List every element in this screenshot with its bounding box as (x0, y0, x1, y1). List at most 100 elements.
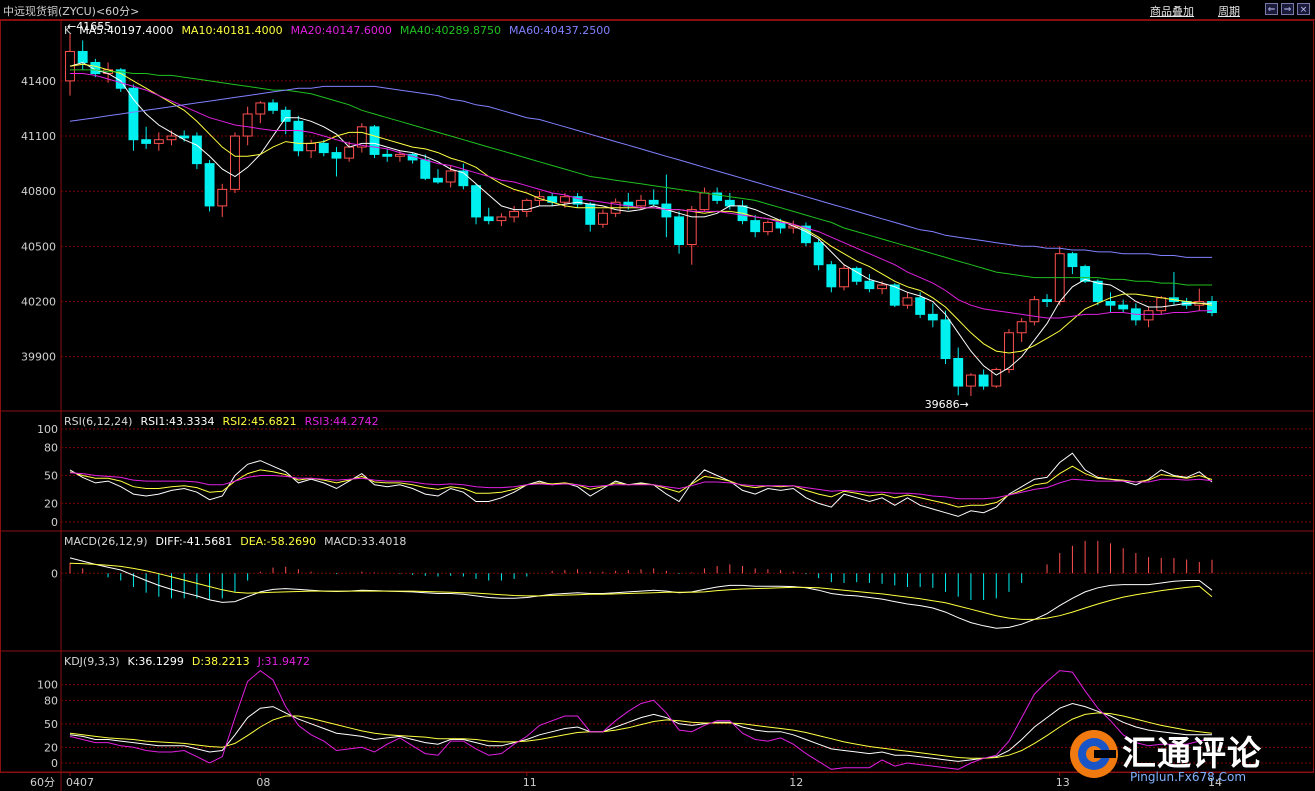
candle-body (1004, 332, 1014, 371)
rsi-panel-tick-label: 20 (44, 497, 58, 510)
rsi-line-rsi1 (69, 452, 1213, 517)
candle-body (762, 221, 773, 233)
chart-title: 中远现货铜(ZYCU)<60分> (3, 5, 140, 18)
candle-body (940, 319, 951, 359)
rsi-panel-tick-label: 0 (51, 516, 58, 529)
candle-body (1118, 304, 1129, 310)
candle-body (115, 69, 126, 89)
prev-button[interactable]: ⇐ (1265, 3, 1278, 15)
kdj-panel-tick-label: 0 (51, 757, 58, 770)
candle-body (141, 139, 152, 144)
x-tick-label: 11 (523, 776, 537, 789)
close-button[interactable]: × (1297, 3, 1310, 15)
macd-panel-legend-item: DIFF:-41.5681 (156, 535, 233, 548)
candle-body (1092, 280, 1103, 303)
chart-area[interactable]: 41400 41100 40800 40500 40200 39900 ←41655 3968… (0, 20, 1315, 791)
rsi-line-rsi2 (69, 465, 1213, 508)
kdj-panel-tick-label: 20 (44, 741, 58, 754)
candle-body (483, 216, 494, 222)
kdj-panel-legend-item: D:38.2213 (192, 655, 250, 668)
candle-body (255, 102, 266, 115)
title-bar: 中远现货铜(ZYCU)<60分> 商品叠加 周期 ⇐ ⇒ × (0, 0, 1315, 20)
candle-body (217, 188, 228, 207)
candle-body (978, 374, 989, 387)
x-tick-label: 13 (1056, 776, 1070, 789)
kdj-panel-legend-item: J:31.9472 (257, 655, 310, 668)
kdj-line-k (69, 702, 1212, 762)
candle-body (433, 177, 443, 183)
rsi-panel-tick-label: 80 (44, 442, 58, 455)
candle-body (648, 199, 659, 205)
candle-body (839, 267, 849, 288)
candle-body (927, 313, 938, 321)
candle-body (750, 220, 761, 233)
watermark-logo-icon (1070, 730, 1118, 778)
candle-body (585, 203, 596, 225)
ma-line-ma5 (69, 61, 1212, 376)
candle-body (521, 199, 532, 212)
price-panel-legend-item: MA40:40289.8750 (400, 24, 501, 37)
price-tick-label: 40200 (21, 296, 56, 309)
price-tick-label: 40800 (21, 185, 56, 198)
candle-body (471, 185, 481, 218)
kdj-panel-tick-label: 100 (37, 679, 58, 692)
price-panel-legend-item: MA60:40437.2500 (509, 24, 610, 37)
kdj-panel-legend-item: K:36.1299 (128, 655, 184, 668)
low-price-label: 39686→ (925, 398, 969, 411)
ma-line-ma60 (69, 85, 1212, 258)
kdj-panel-tick-label: 50 (44, 718, 58, 731)
candle-body (686, 209, 697, 246)
rsi-panel-legend-item: RSI3:44.2742 (305, 415, 379, 428)
high-price-label: ←41655 (67, 20, 111, 33)
candle-body (889, 284, 900, 306)
price-panel-legend-item: MA5:40197.4000 (79, 24, 173, 37)
candle-body (953, 357, 964, 387)
candle-body (813, 242, 824, 266)
watermark: 汇通评论 Pinglun.Fx678.Com (1068, 722, 1312, 788)
next-button[interactable]: ⇒ (1281, 3, 1294, 15)
rsi-line-rsi3 (69, 472, 1213, 500)
rsi-panel-tick-label: 100 (37, 423, 58, 436)
candle-body (1143, 310, 1154, 321)
kdj-line-d (69, 712, 1213, 759)
x-tick-label: 08 (256, 776, 270, 789)
macd-panel-legend-item: MACD:33.4018 (324, 535, 406, 548)
macd-line-dea (69, 562, 1213, 620)
candle-body (991, 369, 1002, 387)
candle-body (356, 126, 367, 148)
rsi-panel-legend-item: RSI1:43.3334 (140, 415, 214, 428)
candle-body (268, 102, 278, 111)
overlay-commodity-link[interactable]: 商品叠加 (1150, 5, 1194, 18)
candle-body (864, 280, 875, 290)
candle-body (1067, 253, 1078, 268)
candle-body (509, 210, 520, 218)
candle-body (597, 212, 608, 225)
x-tick-label: 14 (1208, 776, 1222, 789)
candle-body (318, 142, 329, 154)
macd-line-diff (69, 557, 1213, 629)
candle-body (293, 120, 304, 152)
macd-panel-tick-label: 0 (51, 567, 58, 580)
candle-body (230, 135, 240, 190)
candle-body (1029, 299, 1040, 323)
candle-body (724, 199, 735, 207)
price-panel-legend-item: MA20:40147.6000 (291, 24, 392, 37)
candle-body (915, 297, 926, 315)
price-tick-label: 40500 (21, 240, 56, 253)
watermark-url: Pinglun.Fx678.Com (1130, 770, 1247, 784)
period-link[interactable]: 周期 (1218, 5, 1240, 18)
candle-body (153, 139, 164, 144)
candle-body (1080, 266, 1091, 282)
candle-body (496, 216, 507, 222)
candle-body (674, 216, 685, 246)
candle-body (458, 170, 469, 187)
candle-body (394, 153, 405, 157)
candle-body (699, 192, 710, 211)
watermark-text: 汇通评论 (1122, 734, 1262, 774)
x-tick-label: 12 (789, 776, 803, 789)
candle-body (128, 87, 139, 141)
candle-body (1156, 297, 1167, 312)
candle-body (166, 135, 177, 141)
candle-body (369, 126, 380, 155)
macd-panel-legend-item: DEA:-58.2690 (240, 535, 316, 548)
